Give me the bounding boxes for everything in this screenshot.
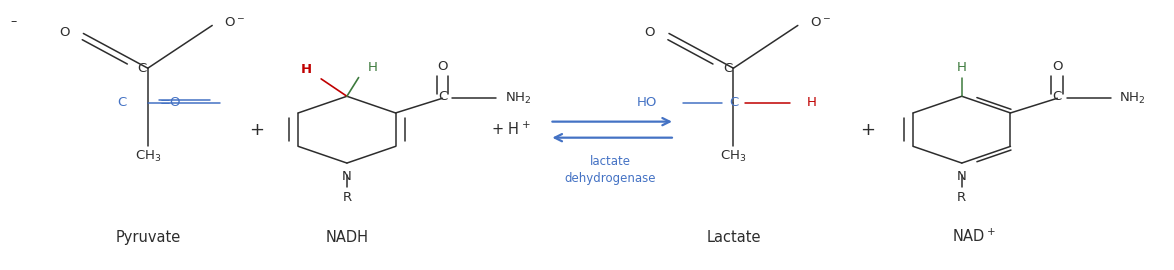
Text: + H$^+$: + H$^+$: [491, 121, 531, 138]
Text: H: H: [301, 63, 312, 76]
Text: N: N: [957, 170, 966, 183]
Text: Pyruvate: Pyruvate: [115, 230, 181, 245]
Text: C: C: [1053, 90, 1062, 103]
Text: R: R: [957, 191, 966, 204]
Text: NH$_2$: NH$_2$: [505, 91, 531, 106]
Text: O: O: [59, 26, 69, 39]
Text: NH$_2$: NH$_2$: [1119, 91, 1146, 106]
Text: C: C: [117, 96, 127, 109]
Text: CH$_3$: CH$_3$: [720, 149, 747, 164]
Text: HO: HO: [637, 96, 657, 109]
Text: H: H: [367, 61, 378, 74]
Text: +: +: [861, 121, 876, 139]
Text: Lactate: Lactate: [706, 230, 761, 245]
Text: N: N: [342, 170, 352, 183]
Text: C: C: [723, 62, 733, 75]
Text: O$^-$: O$^-$: [224, 16, 245, 29]
Text: O: O: [1052, 60, 1062, 73]
Text: =O: =O: [160, 96, 181, 109]
Text: H: H: [808, 96, 817, 109]
Text: –: –: [11, 15, 16, 28]
Text: NAD$^+$: NAD$^+$: [952, 227, 996, 245]
Text: R: R: [343, 191, 351, 204]
Text: C: C: [137, 62, 147, 75]
Text: O$^-$: O$^-$: [810, 16, 831, 29]
Text: O: O: [437, 60, 447, 73]
Text: CH$_3$: CH$_3$: [135, 149, 161, 164]
Text: C: C: [438, 90, 447, 103]
Text: lactate
dehydrogenase: lactate dehydrogenase: [565, 155, 656, 185]
Text: +: +: [249, 121, 264, 139]
Text: C: C: [729, 96, 738, 109]
Text: H: H: [957, 61, 966, 74]
Text: O: O: [645, 26, 655, 39]
Text: NADH: NADH: [325, 230, 369, 245]
